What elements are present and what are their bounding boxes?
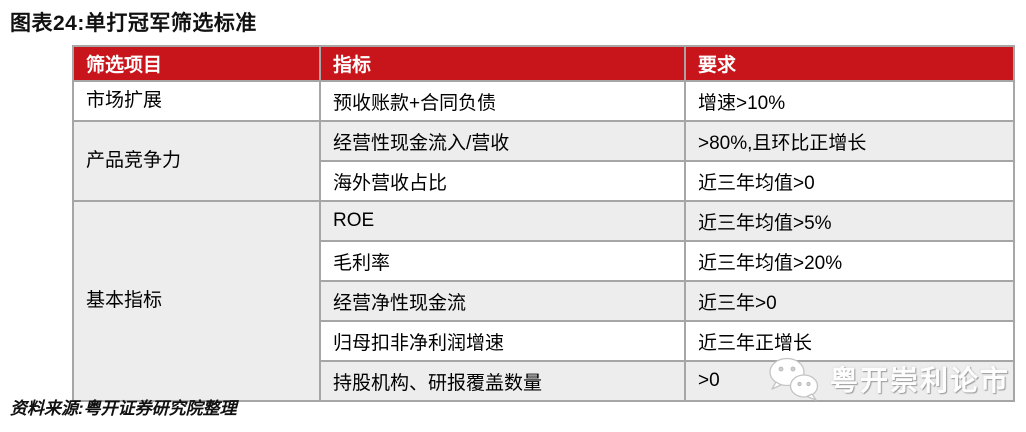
category-cell: 基本指标 [72,200,321,402]
table-row: 持股机构、研报覆盖数量 >0 [73,360,1015,402]
figure-title: 图表24:单打冠军筛选标准 [10,12,257,35]
table-row: 毛利率 近三年均值>20% [73,240,1015,282]
category-cell: 产品竞争力 [72,120,321,202]
requirement-cell: 增速>10% [684,80,1015,122]
table-header-row: 筛选项目 指标 要求 [72,45,1015,82]
indicator-cell: ROE [319,200,686,242]
indicator-cell: 海外营收占比 [319,160,686,202]
requirement-cell: 近三年均值>0 [684,160,1015,202]
col-header-requirement: 要求 [684,45,1015,82]
table-row: 市场扩展 预收账款+合同负债 增速>10% [72,80,1015,122]
requirement-cell: 近三年>0 [684,280,1015,322]
table-row: 产品竞争力 经营性现金流入/营收 >80%,且环比正增长 [72,120,1015,202]
screening-criteria-table: 筛选项目 指标 要求 市场扩展 预收账款+合同负债 增速>10% 产品竞争力 经… [72,45,1015,402]
col-header-indicator: 指标 [319,45,686,82]
indicator-cell: 持股机构、研报覆盖数量 [319,360,686,402]
col-header-screening-item: 筛选项目 [72,45,321,82]
requirement-cell: 近三年正增长 [684,320,1015,362]
table-row: 经营净性现金流 近三年>0 [73,280,1015,322]
requirement-cell: >0 [684,360,1015,402]
indicator-cell: 毛利率 [319,240,686,282]
source-note: 资料来源:粤开证券研究院整理 [10,399,237,418]
table-row: 归母扣非净利润增速 近三年正增长 [73,320,1015,362]
category-cell: 市场扩展 [72,80,321,122]
table-row: 海外营收占比 近三年均值>0 [73,160,1015,202]
requirement-cell: >80%,且环比正增长 [684,120,1015,162]
requirement-cell: 近三年均值>5% [684,200,1015,242]
indicator-cell: 预收账款+合同负债 [319,80,686,122]
table-row: 基本指标 ROE 近三年均值>5% [72,200,1015,402]
requirement-cell: 近三年均值>20% [684,240,1015,282]
indicator-cell: 归母扣非净利润增速 [319,320,686,362]
indicator-cell: 经营性现金流入/营收 [319,120,686,162]
indicator-cell: 经营净性现金流 [319,280,686,322]
